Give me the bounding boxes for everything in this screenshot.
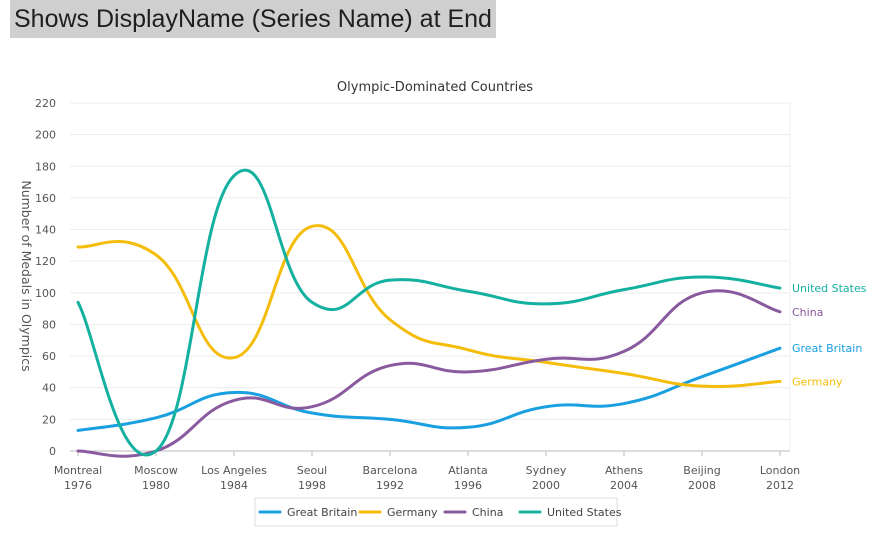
y-tick-label: 140 [35,224,56,237]
x-tick-label: Atlanta [448,464,487,477]
x-tick-year: 2004 [610,479,638,492]
x-tick-label: Athens [605,464,643,477]
x-tick-label: Beijing [683,464,720,477]
end-label-great-britain: Great Britain [792,342,862,355]
x-tick-year: 1976 [64,479,92,492]
y-tick-label: 60 [42,350,56,363]
y-tick-label: 40 [42,382,56,395]
legend-label-great-britain: Great Britain [287,506,357,519]
legend-label-united-states: United States [547,506,622,519]
x-tick-year: 2008 [688,479,716,492]
y-tick-label: 80 [42,318,56,331]
y-tick-label: 120 [35,255,56,268]
x-tick-label: London [760,464,800,477]
page-title: Shows DisplayName (Series Name) at End [10,0,496,38]
y-axis-label: Number of Medals in Olympics [19,180,34,371]
legend-box [254,497,618,527]
grid [70,102,791,452]
series-line-germany [76,224,782,389]
y-tick-label: 220 [35,97,56,110]
x-tick-label: Moscow [134,464,178,477]
legend: Great Britain Germany China United States [254,497,622,527]
end-label-germany: Germany [792,375,843,388]
y-tick-label: 0 [49,445,56,458]
x-tick-label: Montreal [54,464,102,477]
chart-title: Olympic-Dominated Countries [337,80,533,95]
series-line-united-states [76,168,782,457]
x-tick-label: Los Angeles [201,464,267,477]
axes: 0 20 40 60 80 100 120 140 160 180 200 220 Montreal 19… [35,97,800,492]
x-tick-year: 1992 [376,479,404,492]
x-tick-year: 1984 [220,479,248,492]
y-tick-label: 100 [35,287,56,300]
y-tick-label: 20 [42,413,56,426]
x-tick-label: Sydney [526,464,567,477]
x-tick-label: Barcelona [363,464,418,477]
x-tick-year: 1998 [298,479,326,492]
x-tick-label: Seoul [297,464,328,477]
series-line-china [76,289,782,458]
y-tick-label: 160 [35,192,56,205]
legend-label-germany: Germany [387,506,438,519]
x-tick-year: 2012 [766,479,794,492]
series-line-great-britain [76,346,782,432]
series-end-labels: Great Britain Germany China United States [792,282,867,388]
legend-label-china: China [472,506,503,519]
x-tick-year: 1996 [454,479,482,492]
y-tick-label: 200 [35,129,56,142]
end-label-united-states: United States [792,282,867,295]
x-tick-year: 1980 [142,479,170,492]
end-label-china: China [792,306,823,319]
series-lines [76,168,782,458]
y-tick-label: 180 [35,160,56,173]
x-tick-year: 2000 [532,479,560,492]
